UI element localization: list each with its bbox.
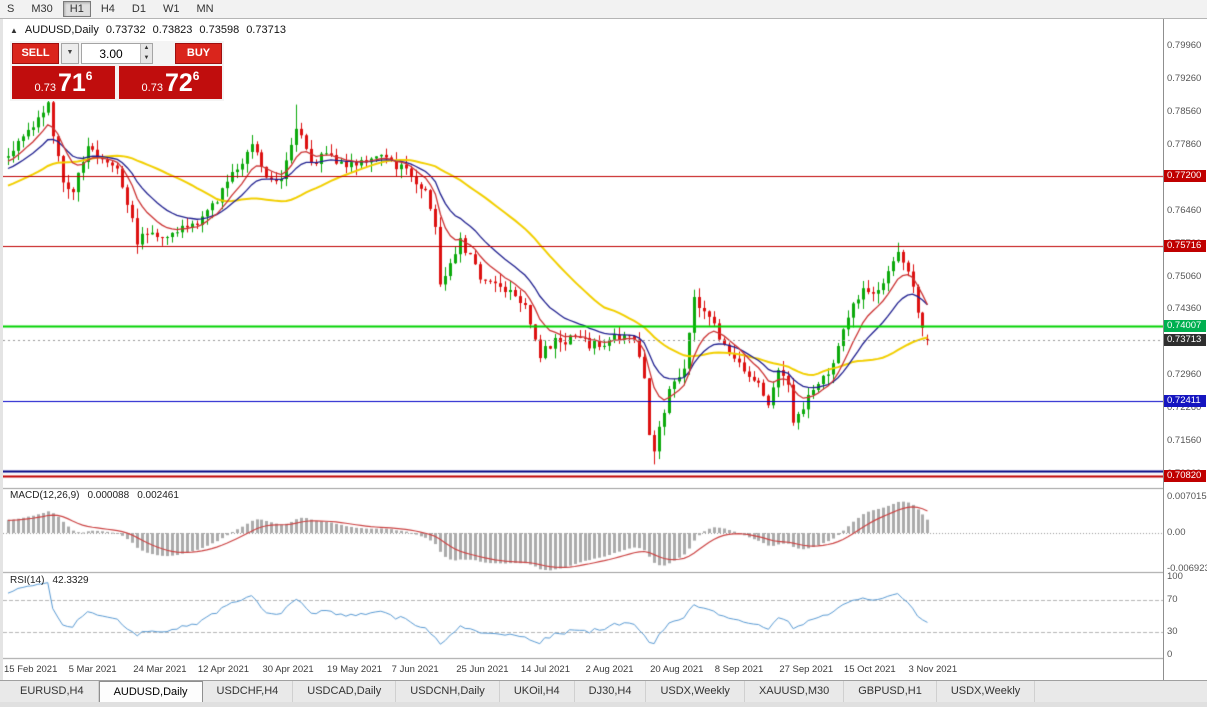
buy-price-prefix: 0.73 — [141, 82, 163, 94]
chart-tab-3-usdcad-daily[interactable]: USDCAD,Daily — [293, 681, 397, 702]
chevron-down-icon: ▼ — [66, 49, 74, 56]
volume-decrease-button[interactable]: ▼ — [140, 53, 152, 63]
chart-region: ▲ AUDUSD,Daily 0.73732 0.73823 0.73598 0… — [0, 19, 1207, 680]
macd-axis-label: 0.00 — [1167, 527, 1186, 538]
price-level-badge: 0.77200 — [1164, 170, 1206, 182]
date-axis-label: 27 Sep 2021 — [779, 664, 834, 675]
price-axis-label: 0.76460 — [1167, 204, 1202, 216]
date-axis-label: 2 Aug 2021 — [585, 664, 634, 675]
price-axis-label: 0.78560 — [1167, 106, 1202, 118]
sell-quote-display[interactable]: 0.73 71 6 — [12, 66, 115, 99]
date-axis-label: 12 Apr 2021 — [197, 664, 250, 675]
chart-tab-1-audusd-daily[interactable]: AUDUSD,Daily — [98, 681, 203, 702]
date-axis-label: 19 May 2021 — [327, 664, 382, 675]
chart-symbol-label: AUDUSD,Daily — [24, 24, 99, 36]
volume-field-wrap: ▲ ▼ — [81, 43, 153, 64]
date-axis-label: 3 Nov 2021 — [908, 664, 958, 675]
sell-button[interactable]: SELL — [12, 43, 59, 64]
rsi-axis-label: 100 — [1167, 571, 1183, 582]
buy-price-pipette: 6 — [192, 69, 200, 83]
order-type-dropdown[interactable]: ▼ — [61, 43, 79, 64]
price-level-badge: 0.70820 — [1164, 469, 1206, 482]
date-axis-label: 14 Jul 2021 — [520, 664, 570, 675]
chart-tab-0-eurusd-h4[interactable]: EURUSD,H4 — [6, 681, 99, 702]
chart-tab-8-xauusd-m30[interactable]: XAUUSD,M30 — [745, 681, 845, 702]
price-axis-label: 0.79260 — [1167, 73, 1202, 85]
macd-main-value: 0.000088 — [87, 490, 130, 501]
price-axis-label: 0.72260 — [1167, 402, 1202, 414]
price-axis-label: 0.72960 — [1167, 369, 1202, 381]
ohlc-low-value: 0.73598 — [199, 24, 240, 36]
date-axis-label: 5 Mar 2021 — [68, 664, 117, 675]
timeframe-button-mn[interactable]: MN — [196, 3, 214, 15]
chart-tab-6-dj30-h4[interactable]: DJ30,H4 — [575, 681, 647, 702]
date-axis-label: 8 Sep 2021 — [714, 664, 764, 675]
chart-tab-2-usdchf-h4[interactable]: USDCHF,H4 — [203, 681, 294, 702]
date-axis-label: 25 Jun 2021 — [456, 664, 509, 675]
volume-increase-button[interactable]: ▲ — [140, 44, 152, 54]
chart-tab-7-usdx-weekly[interactable]: USDX,Weekly — [646, 681, 745, 702]
price-axis-label: 0.79960 — [1167, 40, 1202, 52]
chart-tab-4-usdcnh-daily[interactable]: USDCNH,Daily — [396, 681, 500, 702]
date-axis-label: 24 Mar 2021 — [133, 664, 187, 675]
macd-name: MACD(12,26,9) — [10, 490, 80, 501]
ohlc-close-value: 0.73713 — [246, 24, 286, 36]
volume-input[interactable] — [82, 44, 152, 63]
macd-signal-value: 0.002461 — [137, 490, 179, 501]
window-bottom-edge — [0, 702, 1207, 707]
macd-axis-label: 0.007015 — [1167, 491, 1207, 502]
price-axis-label: 0.71560 — [1167, 434, 1202, 446]
timeframe-button-w1[interactable]: W1 — [162, 3, 180, 15]
macd-axis-label: -0.006923 — [1167, 562, 1207, 574]
one-click-trading-panel: SELL ▼ ▲ ▼ BUY 0.73 71 6 — [10, 41, 224, 101]
rsi-axis-label: 70 — [1167, 594, 1178, 606]
price-axis[interactable]: 0.799600.792600.785600.778600.771600.764… — [1163, 19, 1207, 680]
date-axis-label: 30 Apr 2021 — [262, 664, 314, 675]
rsi-axis-label: 0 — [1167, 649, 1173, 660]
chart-tab-9-gbpusd-h1[interactable]: GBPUSD,H1 — [844, 681, 937, 702]
chart-header: ▲ AUDUSD,Daily 0.73732 0.73823 0.73598 0… — [10, 24, 286, 36]
ohlc-high-value: 0.73823 — [152, 24, 193, 36]
expand-arrow-icon[interactable]: ▲ — [10, 25, 18, 35]
price-axis-label: 0.75060 — [1167, 270, 1202, 282]
ohlc-open-value: 0.73732 — [105, 24, 146, 36]
date-axis-label: 20 Aug 2021 — [650, 664, 704, 675]
price-axis-label: 0.74360 — [1167, 303, 1202, 315]
macd-indicator-label: MACD(12,26,9) 0.000088 0.002461 — [10, 490, 179, 501]
date-axis-label: 15 Feb 2021 — [4, 664, 58, 675]
price-level-badge: 0.74007 — [1164, 319, 1206, 332]
sell-price-pipette: 6 — [85, 69, 93, 83]
date-axis[interactable]: 15 Feb 2021 5 Mar 2021 24 Mar 2021 12 Apr 2… — [3, 658, 1163, 680]
rsi-value: 42.3329 — [52, 575, 89, 586]
sell-price-prefix: 0.73 — [34, 82, 56, 94]
timeframe-button-d1[interactable]: D1 — [131, 3, 146, 15]
date-axis-label: 15 Oct 2021 — [843, 664, 896, 675]
price-axis-label: 0.77860 — [1167, 139, 1202, 150]
timeframe-button-s[interactable]: S — [7, 3, 15, 15]
price-level-badge: 0.75716 — [1164, 239, 1206, 252]
sell-price-big-digits: 71 — [57, 69, 86, 97]
trade-controls-row: SELL ▼ ▲ ▼ BUY — [12, 43, 222, 64]
rsi-axis-label: 30 — [1167, 625, 1178, 637]
buy-button[interactable]: BUY — [175, 43, 222, 64]
current-price-badge: 0.73713 — [1164, 333, 1206, 346]
buy-quote-display[interactable]: 0.73 72 6 — [119, 66, 222, 99]
timeframe-button-h4[interactable]: H4 — [100, 3, 115, 15]
volume-spinners: ▲ ▼ — [140, 44, 152, 63]
rsi-indicator-label: RSI(14) 42.3329 — [10, 575, 89, 586]
rsi-name: RSI(14) — [10, 575, 45, 586]
price-chart-canvas[interactable] — [3, 19, 1163, 680]
date-axis-label: 7 Jun 2021 — [391, 664, 439, 675]
quote-displays: 0.73 71 6 0.73 72 6 — [12, 66, 222, 99]
timeframe-button-h1[interactable]: H1 — [62, 1, 91, 17]
timeframe-button-m30[interactable]: M30 — [31, 3, 53, 15]
price-level-badge: 0.72411 — [1164, 394, 1206, 407]
chart-tabbar: EURUSD,H4 AUDUSD,Daily USDCHF,H4 USDCAD,Dai… — [0, 680, 1207, 702]
buy-price-big-digits: 72 — [164, 69, 193, 97]
chart-tab-10-usdx-weekly[interactable]: USDX,Weekly — [937, 681, 1036, 702]
chart-tab-5-ukoil-h4[interactable]: UKOil,H4 — [500, 681, 575, 702]
timeframe-toolbar: S M30 H1 H4 D1 W1 MN — [0, 0, 1207, 19]
